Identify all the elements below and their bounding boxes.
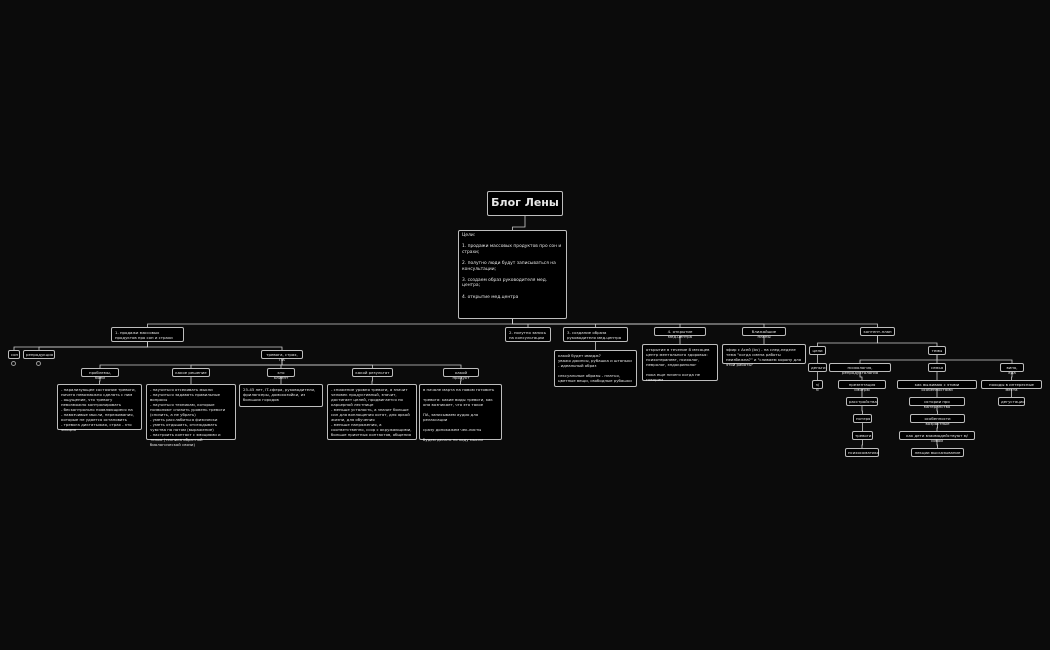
connector bbox=[190, 359, 283, 368]
connector bbox=[281, 359, 462, 368]
connector bbox=[861, 406, 863, 414]
connector bbox=[38, 342, 148, 350]
theme-item[interactable]: тревоги bbox=[852, 431, 873, 440]
detail-near-plans[interactable]: эфир с Асей (bv) - на след.неделе тема "… bbox=[722, 344, 806, 367]
connector bbox=[460, 377, 462, 384]
connector bbox=[147, 342, 283, 350]
attachment-icon[interactable] bbox=[11, 361, 16, 366]
node-solution[interactable]: какое решение bbox=[172, 368, 210, 377]
connector bbox=[147, 319, 513, 327]
detail-result[interactable]: - снижение уровня тревоги, а значит чело… bbox=[327, 384, 417, 440]
node-client[interactable]: кто клиент bbox=[267, 368, 295, 380]
theme-item[interactable]: походы в интересные места bbox=[981, 380, 1042, 392]
branch-consultations[interactable]: 2. полутно запись на консультации bbox=[505, 327, 551, 342]
node-product[interactable]: какой продукт bbox=[443, 368, 479, 380]
connector bbox=[371, 377, 373, 384]
branch-mass-products[interactable]: 1. продажи массовых продуктов про сон и … bbox=[111, 327, 184, 342]
theme-item[interactable]: дегустации bbox=[998, 397, 1025, 406]
node-zb[interactable]: з/б bbox=[812, 380, 823, 392]
connector bbox=[861, 440, 863, 448]
branch-near-plans[interactable]: ближайшие планы bbox=[742, 327, 786, 339]
node-money[interactable]: деньги bbox=[808, 363, 827, 372]
theme-item[interactable]: истории про материнство bbox=[909, 397, 965, 409]
detail-problems[interactable]: - парализующее состояние тревоги, ничего… bbox=[57, 384, 142, 432]
connector bbox=[99, 377, 101, 384]
connector bbox=[512, 319, 878, 327]
node-themes[interactable]: темы bbox=[928, 346, 946, 355]
goals-node[interactable]: Цели: 1. продажи массовых продуктов про … bbox=[458, 230, 567, 319]
branch-leader-image[interactable]: 3. создание образа руководителя мед.цент… bbox=[563, 327, 628, 342]
node-anxiety[interactable]: тревога, страх, ПА bbox=[261, 350, 303, 362]
node-goals[interactable]: цели bbox=[809, 346, 826, 355]
node-problems[interactable]: проблемы, боли bbox=[81, 368, 119, 380]
node-result[interactable]: какой результат bbox=[352, 368, 393, 377]
branch-med-center[interactable]: 4. открытие мед.центра bbox=[654, 327, 706, 339]
theme-item[interactable]: лекции высказывание bbox=[911, 448, 964, 457]
detail-product[interactable]: в начале марта на новом готовить тревога… bbox=[419, 384, 502, 442]
connector bbox=[512, 319, 596, 327]
connector bbox=[877, 336, 938, 346]
node-reproduction[interactable]: репродукция bbox=[23, 350, 55, 359]
theme-psychology[interactable]: психология, репродуктология bbox=[829, 363, 891, 375]
connector bbox=[512, 319, 765, 327]
connector bbox=[512, 319, 681, 327]
theme-item[interactable]: расстройства bbox=[846, 397, 878, 406]
root-node[interactable]: Блог Лены bbox=[487, 191, 563, 216]
detail-med-center[interactable]: открытие в течение 8 месяцев центр мента… bbox=[642, 344, 718, 382]
branch-content-plan[interactable]: контент-план bbox=[860, 327, 895, 336]
detail-leader-image[interactable]: какой будет имидж? уважо джинсы, рубашка… bbox=[554, 350, 637, 387]
connector bbox=[936, 423, 938, 431]
connector bbox=[859, 372, 863, 380]
connector bbox=[512, 216, 526, 230]
theme-item[interactable]: особенности возрастные bbox=[910, 414, 965, 426]
theme-item[interactable]: потеря bbox=[853, 414, 872, 423]
detail-solution[interactable]: - научиться отсекивать мысли - научиться… bbox=[146, 384, 236, 447]
connector bbox=[936, 440, 938, 448]
theme-item[interactable]: презентация смотрю bbox=[838, 380, 886, 392]
connector bbox=[512, 319, 529, 327]
connector bbox=[1011, 372, 1013, 380]
attachment-icon[interactable] bbox=[36, 361, 41, 366]
connector bbox=[936, 355, 1013, 363]
detail-client[interactable]: 25-45 лет, IT-сфера, руководители, фрила… bbox=[239, 384, 323, 407]
theme-wine-food[interactable]: вино, еда bbox=[1000, 363, 1024, 375]
connector bbox=[13, 342, 148, 350]
connector bbox=[281, 359, 373, 368]
theme-item[interactable]: как дети взаимодействуют м/собой bbox=[899, 431, 975, 443]
node-sleep[interactable]: сон bbox=[8, 350, 20, 359]
connector bbox=[817, 336, 878, 346]
connector bbox=[936, 406, 938, 414]
theme-family[interactable]: семья bbox=[928, 363, 946, 372]
connector bbox=[859, 355, 938, 363]
theme-item[interactable]: психосоматика bbox=[845, 448, 879, 457]
theme-item[interactable]: как выживаю с этими особенностями bbox=[897, 380, 977, 392]
